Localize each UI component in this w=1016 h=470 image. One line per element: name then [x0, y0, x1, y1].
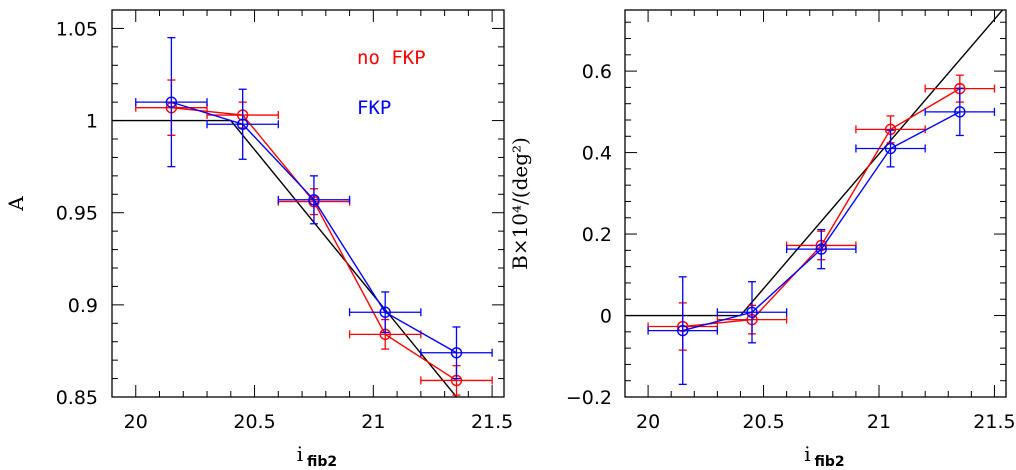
- right-x-axis-label-sub: fib2: [815, 454, 845, 470]
- right-model-line: [625, 10, 1004, 317]
- right-x-tick-label: 21.5: [973, 411, 1015, 433]
- right-y-tick-label: 0.4: [582, 143, 612, 165]
- left-model-line: [112, 119, 458, 397]
- left-fkp-point: [450, 347, 463, 359]
- right-y-tick-label: 0: [600, 306, 612, 328]
- right-y-tick-label: 0.2: [582, 224, 612, 246]
- right-series-no-fkp: [647, 74, 996, 351]
- left-series-fkp: [135, 36, 493, 380]
- left-fkp-point: [165, 96, 178, 108]
- right-series-fkp: [647, 87, 996, 386]
- left-fkp-point: [308, 194, 320, 206]
- right-data-layer: [625, 10, 1004, 386]
- left-fkp-line: [171, 101, 457, 354]
- left-fkp-point: [236, 118, 249, 130]
- right-y-tick-label: −0.2: [566, 387, 612, 409]
- right-fkp-point: [746, 306, 758, 318]
- left-data-layer: [112, 36, 493, 397]
- right-frame: [624, 9, 1007, 398]
- left-x-axis-label: i: [297, 442, 303, 466]
- legend-fkp-label: FKP: [357, 97, 391, 119]
- left-fkp-point: [379, 306, 391, 318]
- left-y-tick-label: 1: [86, 111, 98, 133]
- right-x-tick-label: 20.5: [742, 411, 784, 433]
- left-y-tick-label: 0.85: [56, 387, 98, 409]
- left-x-tick-label: 20.5: [233, 411, 275, 433]
- right-fkp-point: [677, 324, 689, 337]
- right-y-tick-label: 0.6: [582, 61, 612, 83]
- panel-right-plot: 20 20.5 21 21.5 −0.2 0 0.2 0.4 0.6 i fib2 B×10⁴/(de…: [508, 9, 1016, 470]
- panel-left-plot: 20 20.5 21 21.5 0.85 0.9 0.95 1 1.05 i fib2 A: [4, 9, 513, 470]
- left-x-tick-label: 21: [361, 411, 385, 433]
- right-y-axis-label: B×10⁴/(deg²): [508, 137, 532, 270]
- left-series-no-fkp: [135, 79, 493, 396]
- left-y-tick-label: 1.05: [56, 18, 98, 40]
- left-y-tick-label: 0.9: [68, 295, 98, 317]
- right-fkp-point: [954, 106, 966, 118]
- right-no-fkp-line: [682, 88, 961, 328]
- left-y-tick-label: 0.95: [56, 203, 98, 225]
- left-no-fkp-line: [171, 106, 457, 382]
- left-y-axis-label: A: [4, 196, 28, 212]
- left-x-axis-label-sub: fib2: [307, 454, 337, 470]
- right-x-tick-label: 21: [867, 411, 891, 433]
- right-x-axis-label: i: [804, 442, 810, 466]
- right-fkp-point: [884, 142, 897, 155]
- left-frame: [111, 9, 505, 398]
- left-x-tick-label: 21.5: [471, 411, 513, 433]
- right-fkp-point: [815, 243, 827, 255]
- legend-no-fkp-label: no FKP: [357, 47, 426, 69]
- left-x-tick-label: 20: [124, 411, 148, 433]
- right-x-tick-label: 20: [636, 411, 660, 433]
